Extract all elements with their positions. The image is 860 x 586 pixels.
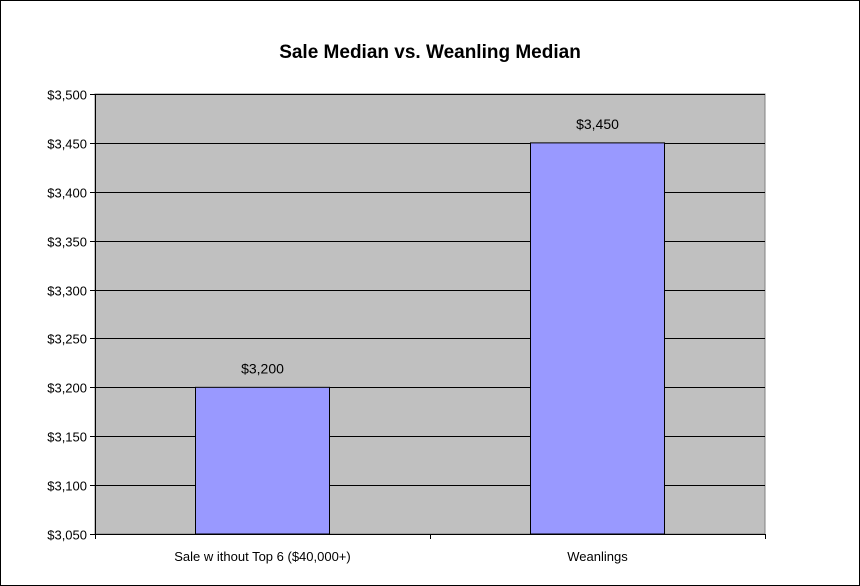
y-tick-label: $3,200	[47, 381, 87, 396]
bar[interactable]	[530, 142, 665, 535]
y-tick-label: $3,300	[47, 284, 87, 299]
chart-title: Sale Median vs. Weanling Median	[279, 42, 581, 63]
y-tick-label: $3,250	[47, 332, 87, 347]
y-tick-label: $3,150	[47, 430, 87, 445]
y-tick-label: $3,050	[47, 528, 87, 543]
y-tick-label: $3,450	[47, 137, 87, 152]
y-tick-label: $3,100	[47, 479, 87, 494]
x-category-label: Weanlings	[567, 549, 628, 564]
x-category-label: Sale w ithout Top 6 ($40,000+)	[174, 549, 350, 564]
plot-area: $3,050 $3,100 $3,150 $3,200 $3,250 $3,300 $3,3…	[47, 88, 766, 564]
data-label: $3,200	[241, 360, 284, 376]
bar[interactable]	[195, 386, 330, 535]
y-tick-label: $3,500	[47, 88, 87, 103]
data-label: $3,450	[576, 116, 619, 132]
y-tick-label: $3,350	[47, 235, 87, 250]
y-tick-label: $3,400	[47, 186, 87, 201]
